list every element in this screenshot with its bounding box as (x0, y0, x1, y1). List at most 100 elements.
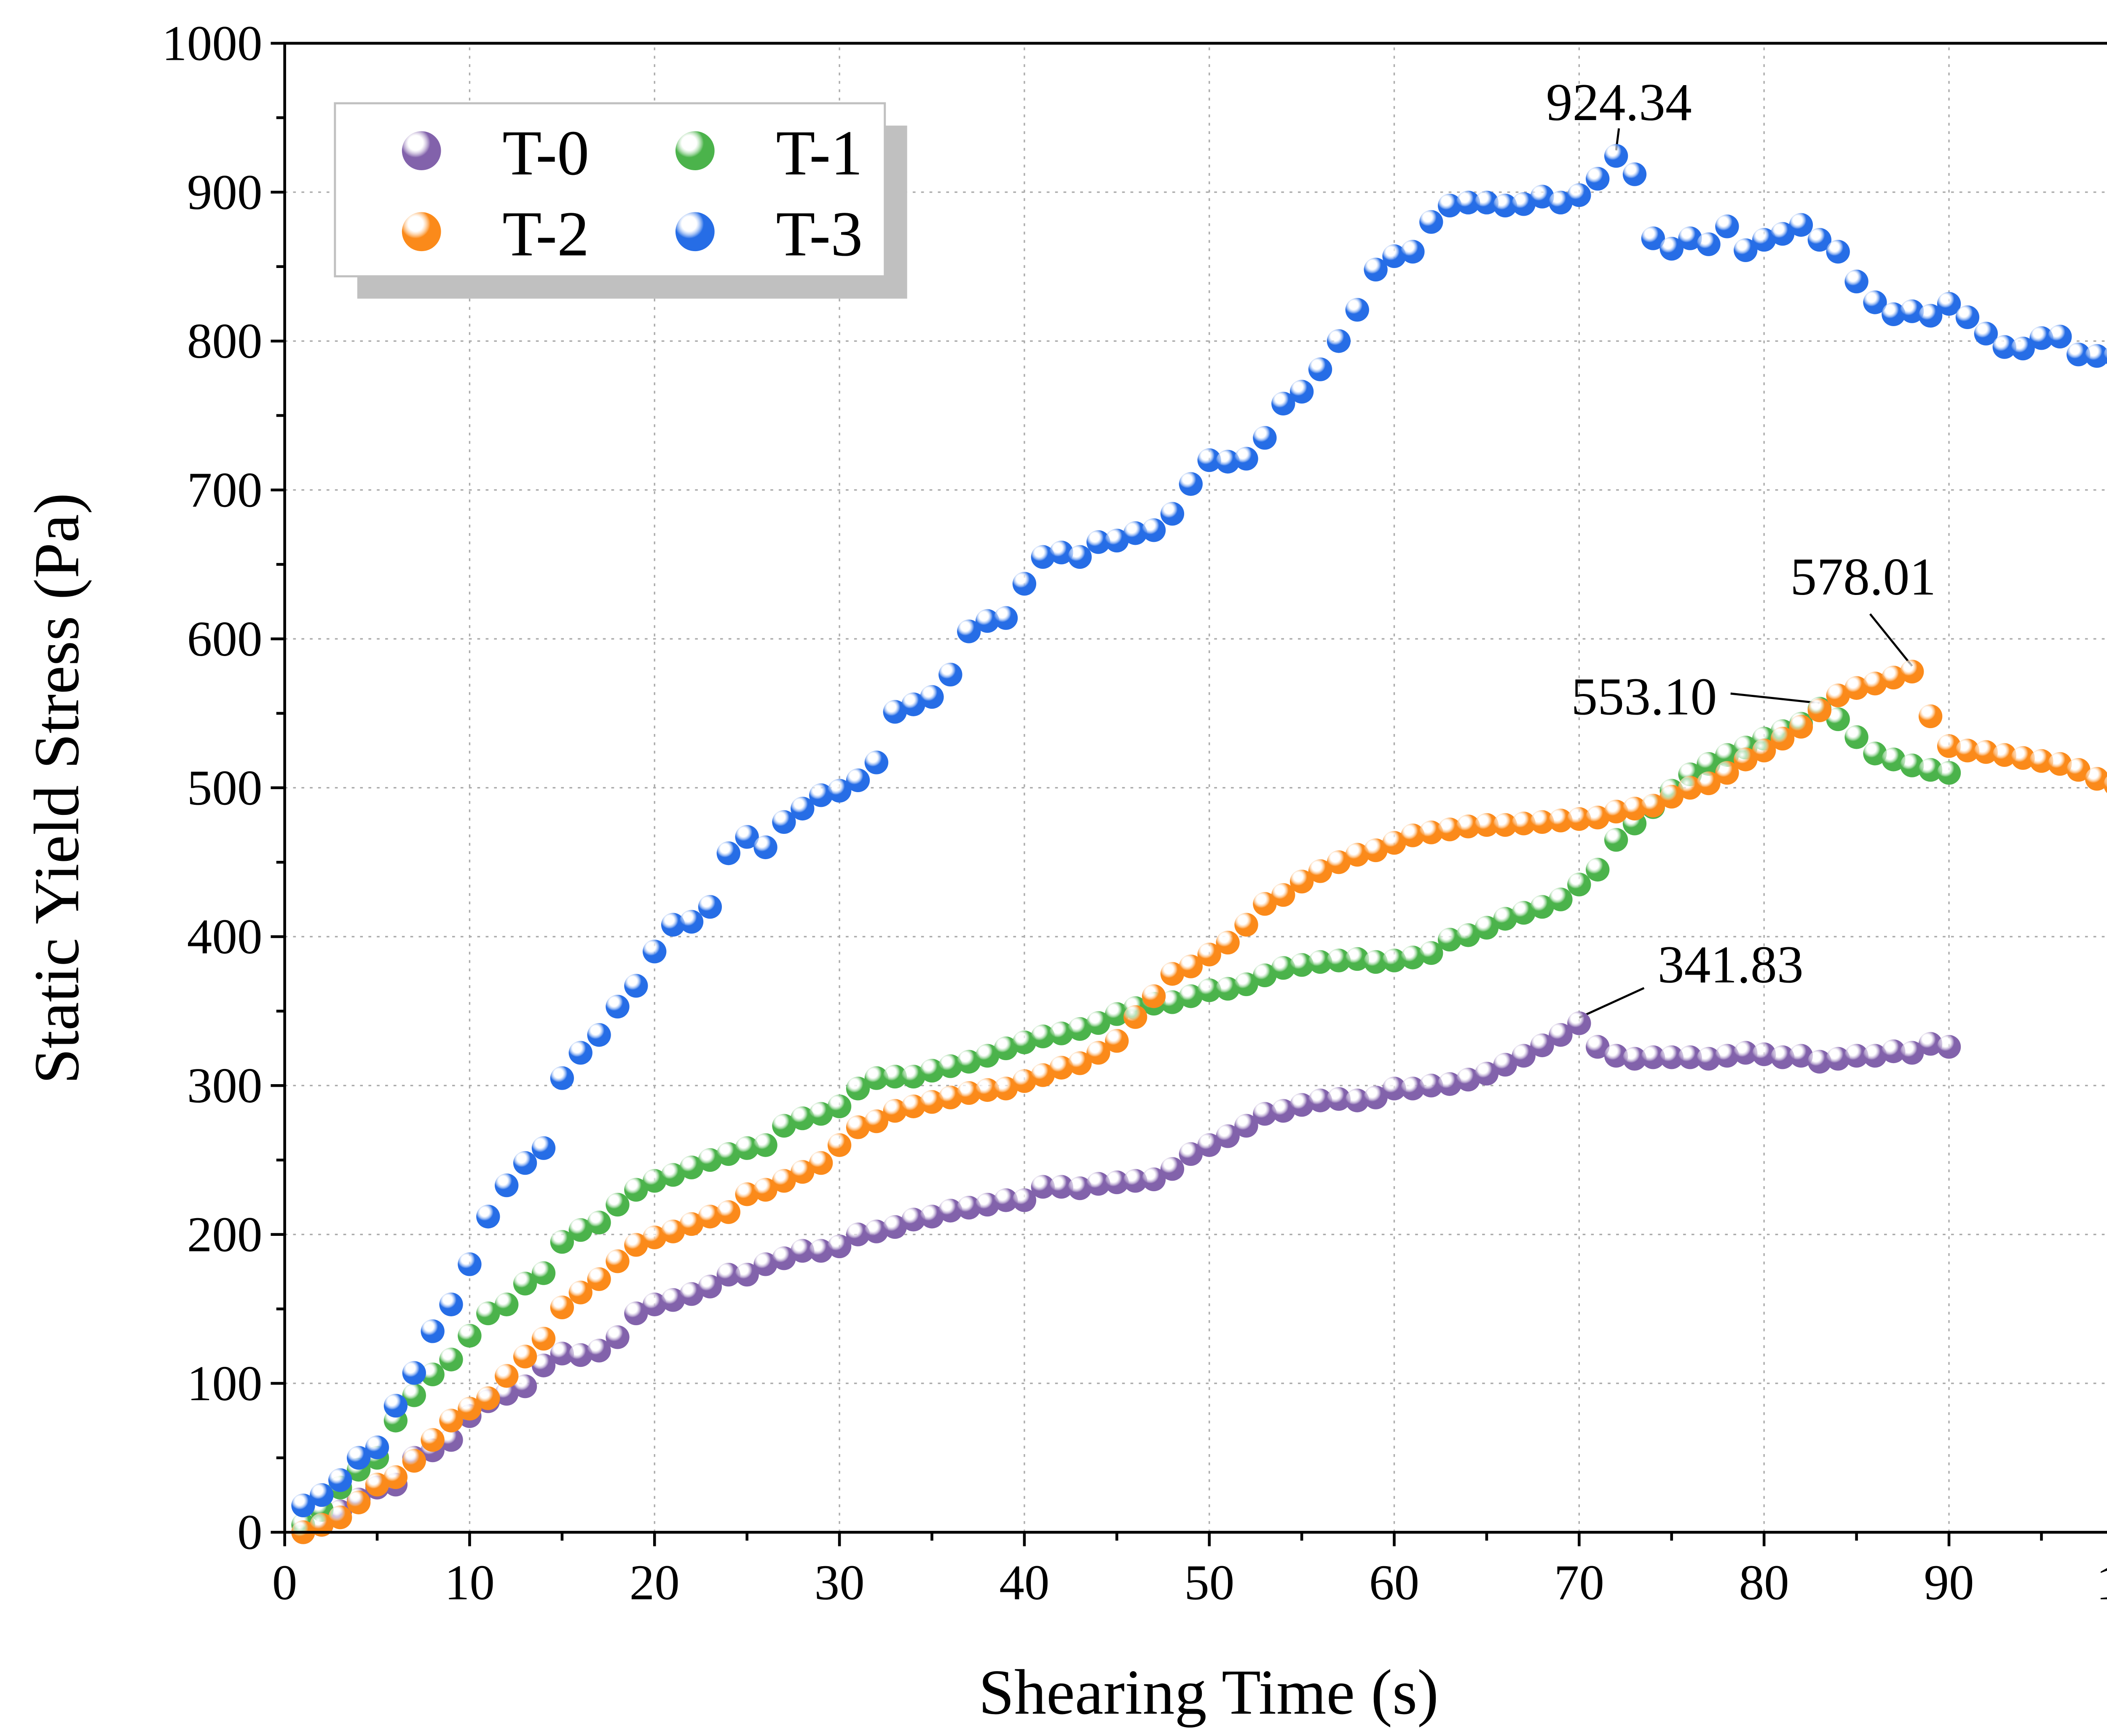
data-point-T-1 (1900, 753, 1924, 777)
data-point-T-2 (883, 1099, 907, 1123)
data-point-T-3 (1179, 472, 1203, 496)
data-point-T-3 (1512, 192, 1536, 216)
data-point-T-0 (1327, 1087, 1351, 1111)
series-T-1 (291, 697, 1961, 1537)
data-point-T-1 (1844, 725, 1868, 749)
legend-label-T-2: T-2 (502, 198, 589, 269)
data-point-T-0 (1438, 1072, 1462, 1096)
data-point-T-3 (1253, 426, 1277, 450)
data-point-T-3 (1438, 193, 1462, 218)
data-point-T-0 (606, 1325, 630, 1349)
y-tick-label: 600 (187, 611, 263, 667)
data-point-T-3 (1992, 335, 2016, 359)
data-point-T-2 (1512, 812, 1536, 836)
data-point-T-0 (1474, 1061, 1499, 1086)
data-point-T-2 (1844, 676, 1868, 700)
data-point-T-0 (1734, 1041, 1758, 1065)
data-point-T-1 (1031, 1024, 1055, 1048)
data-point-T-2 (716, 1200, 740, 1224)
data-point-T-3 (1364, 257, 1388, 281)
data-point-T-2 (458, 1397, 482, 1421)
data-point-T-3 (291, 1493, 315, 1518)
data-point-T-2 (1734, 747, 1758, 772)
data-point-T-3 (1401, 240, 1425, 264)
data-point-T-2 (402, 1449, 426, 1473)
data-point-T-3 (2067, 343, 2091, 367)
data-point-T-2 (531, 1326, 556, 1351)
data-point-T-3 (661, 913, 685, 937)
data-point-T-3 (1382, 244, 1406, 268)
data-point-T-1 (846, 1077, 870, 1101)
data-point-T-1 (1456, 923, 1480, 947)
annotation-label: 341.83 (1658, 936, 1804, 994)
series-T-2 (291, 659, 2107, 1544)
data-point-T-2 (1807, 698, 1831, 722)
data-point-T-1 (1474, 916, 1499, 940)
data-point-T-1 (513, 1272, 537, 1296)
data-point-T-2 (495, 1364, 519, 1388)
data-point-T-1 (568, 1218, 592, 1242)
data-point-T-2 (1234, 913, 1258, 937)
data-point-T-3 (365, 1435, 389, 1460)
data-point-T-0 (1900, 1041, 1924, 1065)
data-point-T-3 (1955, 305, 1980, 330)
data-point-T-1 (458, 1323, 482, 1348)
data-point-T-3 (624, 974, 648, 998)
x-tick-label: 50 (1184, 1554, 1234, 1610)
data-point-T-3 (2029, 326, 2053, 350)
data-point-T-0 (975, 1192, 1000, 1217)
annotation-leader (1730, 692, 1820, 705)
data-point-T-0 (957, 1195, 981, 1220)
data-point-T-0 (495, 1382, 519, 1406)
data-point-T-3 (1567, 183, 1591, 207)
data-point-T-2 (346, 1490, 371, 1514)
data-point-T-0 (1142, 1167, 1166, 1192)
data-point-T-3 (1216, 450, 1240, 474)
data-point-T-3 (883, 700, 907, 724)
data-point-T-0 (791, 1239, 815, 1263)
data-point-T-3 (1826, 240, 1850, 264)
data-point-T-2 (2029, 749, 2053, 773)
data-point-T-2 (643, 1225, 667, 1249)
legend-label-T-1: T-1 (776, 117, 863, 188)
data-point-T-1 (1530, 895, 1554, 919)
annotation-leader (1579, 987, 1645, 1019)
data-point-T-0 (1752, 1042, 1776, 1066)
data-point-T-2 (1974, 740, 1998, 764)
data-point-T-0 (1179, 1142, 1203, 1166)
data-point-T-0 (1012, 1188, 1037, 1212)
data-point-T-3 (1678, 226, 1702, 250)
data-point-T-2 (1438, 817, 1462, 841)
data-point-T-1 (550, 1230, 574, 1254)
data-point-T-1 (735, 1136, 759, 1160)
data-point-T-2 (957, 1081, 981, 1105)
data-point-T-0 (1345, 1088, 1369, 1112)
data-point-T-2 (1327, 850, 1351, 874)
data-point-T-3 (606, 994, 630, 1019)
data-point-T-2 (1549, 809, 1573, 833)
y-tick-label: 500 (187, 760, 263, 815)
data-point-T-1 (1308, 950, 1332, 974)
data-point-T-0 (901, 1208, 925, 1232)
data-point-T-0 (1622, 1047, 1647, 1071)
data-point-T-1 (1419, 941, 1443, 965)
data-point-T-1 (1327, 948, 1351, 972)
data-point-T-1 (1289, 953, 1314, 977)
data-point-T-0 (883, 1215, 907, 1239)
data-point-T-0 (1678, 1045, 1702, 1069)
data-point-T-1 (624, 1178, 648, 1202)
data-point-T-3 (1160, 502, 1185, 526)
data-point-T-3 (1105, 528, 1129, 553)
data-point-T-0 (994, 1188, 1018, 1212)
data-point-T-0 (1549, 1023, 1573, 1047)
data-point-T-0 (827, 1234, 852, 1259)
legend-marker-T-1 (675, 131, 715, 171)
data-point-T-2 (1197, 943, 1221, 967)
legend-label-T-0: T-0 (502, 117, 589, 188)
data-point-T-1 (994, 1036, 1018, 1061)
data-point-T-3 (827, 779, 852, 803)
y-tick-label: 900 (187, 164, 263, 220)
data-point-T-0 (1419, 1074, 1443, 1098)
ticks: 0102030405060708090100010020030040050060… (162, 15, 2107, 1610)
data-point-T-3 (1530, 185, 1554, 209)
